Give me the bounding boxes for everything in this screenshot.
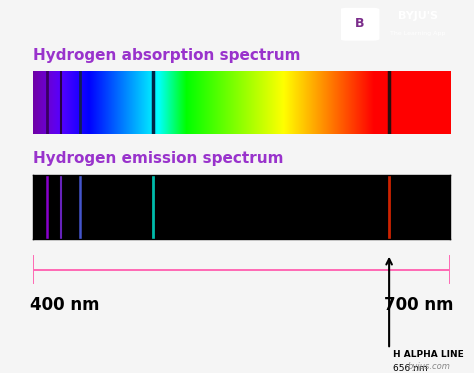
- Text: 656 nm: 656 nm: [393, 364, 428, 373]
- Text: 400 nm: 400 nm: [30, 296, 100, 314]
- Text: Hydrogen absorption spectrum: Hydrogen absorption spectrum: [33, 48, 301, 63]
- Text: 700 nm: 700 nm: [383, 296, 453, 314]
- Text: H ALPHA LINE: H ALPHA LINE: [393, 351, 464, 360]
- Text: The Learning App: The Learning App: [390, 31, 446, 36]
- Text: B: B: [355, 17, 365, 30]
- Text: byjus.com: byjus.com: [408, 362, 450, 371]
- FancyBboxPatch shape: [340, 8, 380, 41]
- Text: Hydrogen emission spectrum: Hydrogen emission spectrum: [33, 151, 283, 166]
- Text: BYJU'S: BYJU'S: [398, 11, 438, 21]
